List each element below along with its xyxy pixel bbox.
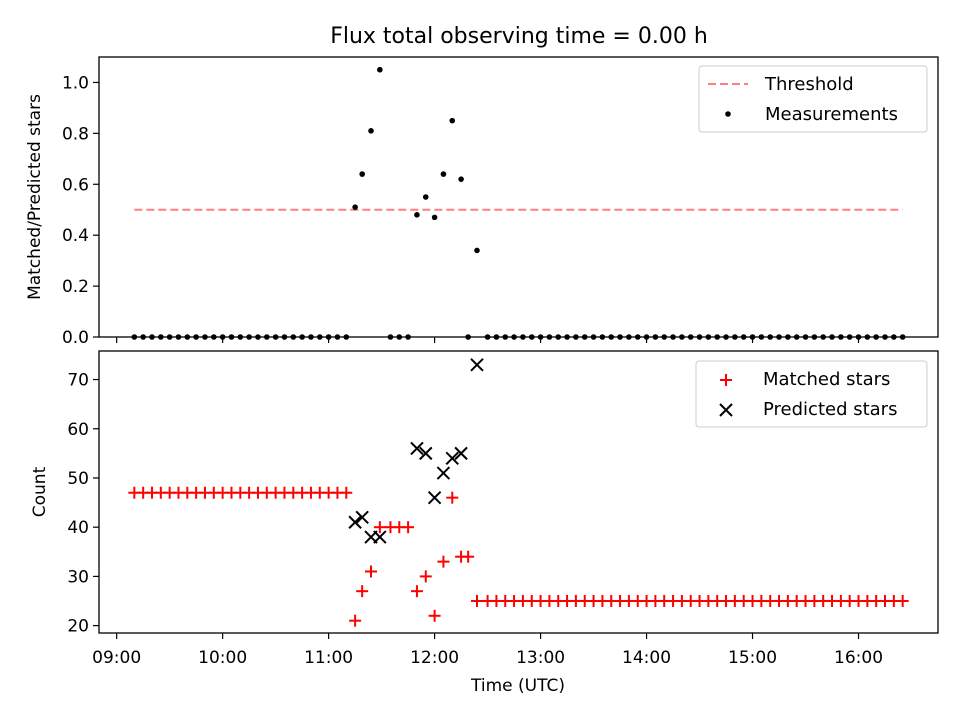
matched-star-point [446,491,459,504]
matched-star-point [349,614,362,627]
predicted-star-point [454,446,468,461]
bottom-plot-frame [98,350,939,634]
top-plot-frame [98,56,939,338]
bottom-y-axis-label: Count [30,466,50,517]
bottom-x-ticks: 09:00 10:00 11:00 12:00 13:00 14:00 15:00 16:00 [92,633,883,668]
top-y-tick-label: 1.0 [62,73,89,93]
predicted-star-point [355,510,369,525]
predicted-star-point [427,490,442,505]
predicted-star-point [348,515,362,529]
top-legend-box [698,65,928,133]
measurement-point [449,117,456,124]
x-tick-label: 09:00 [92,648,141,668]
x-tick-label: 11:00 [304,648,353,668]
x-tick-label: 10:00 [198,648,247,668]
x-tick-label: 14:00 [622,648,671,668]
legend-threshold-label: Threshold [764,74,854,95]
matched-star-point [470,595,483,608]
measurement-point [414,212,420,218]
top-y-tick-label: 0.0 [62,328,89,348]
top-y-ticks: 0.0 0.2 0.4 0.6 0.8 1.0 [62,73,99,348]
bottom-plot-content [128,358,909,627]
legend-predicted-marker [719,403,733,417]
legend-matched-label: Matched stars [763,369,890,390]
bottom-y-tick-label: 50 [67,469,89,489]
x-axis-label: Time (UTC) [470,676,565,696]
top-y-tick-label: 0.2 [62,277,89,297]
matched-star-point [410,585,423,598]
measurement-point [352,204,358,210]
predicted-star-point [470,358,484,372]
legend-matched-marker [720,374,732,386]
x-tick-label: 15:00 [728,648,777,668]
bottom-legend: Matched stars Predicted stars [695,360,928,428]
top-y-tick-label: 0.4 [62,226,89,246]
legend-measurements-label: Measurements [765,104,898,125]
measurement-point [458,176,464,182]
predicted-star-point [419,446,433,461]
measurement-point [431,214,438,221]
bottom-legend-box [695,360,928,428]
matched-star-point [340,486,353,499]
measurement-point [440,171,447,177]
x-tick-label: 13:00 [516,648,565,668]
chart-title: Flux total observing time = 0.00 h [330,24,708,49]
predicted-star-point [410,441,424,456]
legend-predicted-label: Predicted stars [763,399,897,420]
matched-star-point [428,609,441,622]
bottom-y-tick-label: 40 [67,518,89,538]
measurement-point [377,66,383,73]
matched-star-point [462,550,475,563]
bottom-y-tick-label: 30 [67,567,89,587]
matched-star-point [356,585,369,598]
predicted-star-point [436,466,451,480]
x-tick-label: 16:00 [834,648,883,668]
bottom-y-ticks: 20 30 40 50 60 70 [67,371,99,637]
x-tick-label: 12:00 [410,648,459,668]
top-legend: Threshold Measurements [698,65,928,133]
matched-star-point [402,521,415,534]
measurement-point [474,247,480,254]
predicted-star-point [373,530,387,544]
measurement-point [359,171,365,177]
matched-star-point [896,595,909,608]
matched-star-point [365,565,378,578]
bottom-y-tick-label: 20 [67,617,89,637]
bottom-y-tick-label: 60 [67,420,89,440]
bottom-panel: 20 30 40 50 60 70 09:00 10:00 11:00 12:00 13:00 14… [30,350,939,696]
predicted-star-point [445,451,459,465]
top-y-tick-label: 0.6 [62,175,89,195]
top-panel: 0.0 0.2 0.4 0.6 0.8 1.0 Matched/Predicted sta… [25,56,939,348]
legend-measurements-marker [725,111,731,117]
matched-star-point [437,555,450,568]
top-x-ticks [116,337,860,343]
top-y-axis-label: Matched/Predicted stars [25,94,45,300]
measurement-point [422,194,429,200]
top-y-tick-label: 0.8 [62,124,89,144]
measurement-point [368,128,374,134]
matched-star-point [373,521,386,534]
bottom-y-tick-label: 70 [67,371,89,391]
matched-star-point [419,570,432,583]
